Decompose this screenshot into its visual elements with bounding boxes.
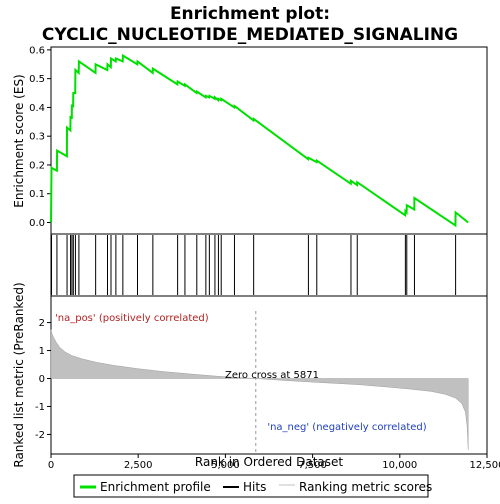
zero-cross-label: Zero cross at 5871 [225,370,319,381]
x-tick-label: 2,500 [124,460,153,471]
metric-y-axis-label: Ranked list metric (PreRanked) [12,282,26,467]
es-tick-label: 0.4 [29,103,45,114]
metric-tick-label: 0 [39,374,45,385]
es-y-ticks: 0.0 0.1 0.2 0.3 0.4 0.5 0.6 [29,45,51,229]
x-axis-label: Rank in Ordered Dataset [195,455,343,469]
es-tick-label: 0.0 [29,218,45,229]
es-tick-label: 0.6 [29,45,45,56]
metric-tick-label: -1 [35,402,45,413]
hits-panel-frame [51,234,487,296]
legend-metric-label: Ranking metric scores [299,480,432,494]
es-tick-label: 0.2 [29,160,45,171]
x-tick-label: 0 [48,460,54,471]
chart-title-line2: CYCLIC_NUCLEOTIDE_MEDIATED_SIGNALING [42,25,458,45]
negative-correlation-label: 'na_neg' (negatively correlated) [267,422,426,433]
es-tick-label: 0.3 [29,132,45,143]
x-tick-label: 10,000 [382,460,417,471]
es-tick-label: 0.5 [29,74,45,85]
legend-enrichment-label: Enrichment profile [100,480,211,494]
positive-correlation-label: 'na_pos' (positively correlated) [55,313,209,324]
es-tick-label: 0.1 [29,189,45,200]
es-y-axis-label: Enrichment score (ES) [12,74,26,207]
chart-title-line1: Enrichment plot: [170,4,330,24]
legend-hits-label: Hits [243,480,266,494]
x-tick-label: 12,500 [470,460,500,471]
metric-tick-label: 1 [39,346,45,357]
metric-tick-label: -2 [35,430,45,441]
metric-y-ticks: 2 1 0 -1 -2 [35,318,51,441]
es-panel-frame [51,47,487,234]
metric-tick-label: 2 [39,318,45,329]
